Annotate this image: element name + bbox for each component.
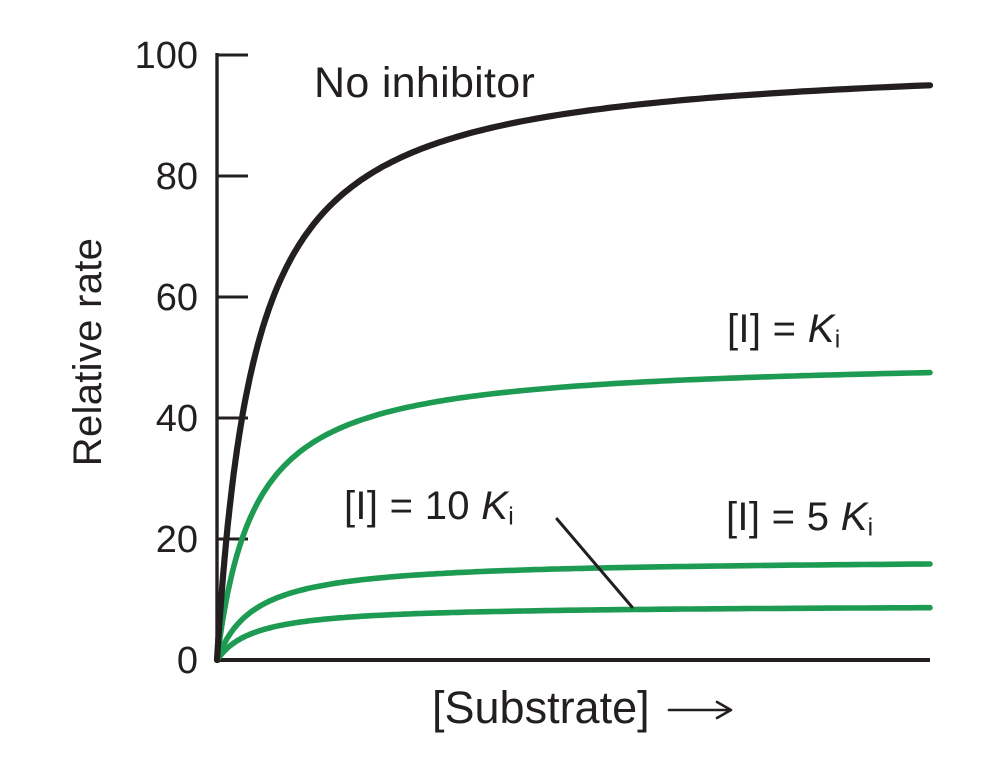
ki-symbol: K [481, 484, 509, 528]
curve-no-inhibitor [213, 82, 934, 664]
ki-subscript: i [834, 326, 841, 354]
curve-label-no-inhibitor: No inhibitor [314, 59, 536, 107]
x-axis-label-row: [Substrate] [432, 682, 743, 734]
long-right-arrow-icon [667, 700, 732, 720]
x-axis-label: [Substrate] [432, 682, 650, 733]
y-axis-label: Relative rate [66, 237, 110, 467]
curve-label-ki: [I] = Ki [727, 309, 841, 353]
y-tick-label: 100 [135, 35, 198, 77]
ki-subscript: i [867, 514, 874, 542]
curve-label-ki10-prefix: [I] = 10 [344, 484, 482, 528]
y-tick-label: 0 [177, 640, 198, 682]
y-tick-label: 20 [156, 519, 198, 561]
ki-symbol: K [840, 495, 868, 539]
y-tick-label: 60 [156, 277, 198, 319]
ki10-leader-line [555, 517, 634, 609]
y-tick-label: 40 [156, 398, 198, 440]
curve-ki10 [214, 604, 933, 663]
curve-label-ki-prefix: [I] = [727, 307, 808, 351]
y-tick-label: 80 [156, 156, 198, 198]
curve-label-ki5: [I] = 5 Ki [726, 497, 873, 541]
ki-symbol: K [807, 307, 835, 351]
curve-label-ki5-prefix: [I] = 5 [726, 495, 841, 539]
ki-subscript: i [508, 503, 515, 531]
curve-label-ki10: [I] = 10 Ki [344, 486, 514, 530]
curve-ki5 [214, 561, 933, 663]
